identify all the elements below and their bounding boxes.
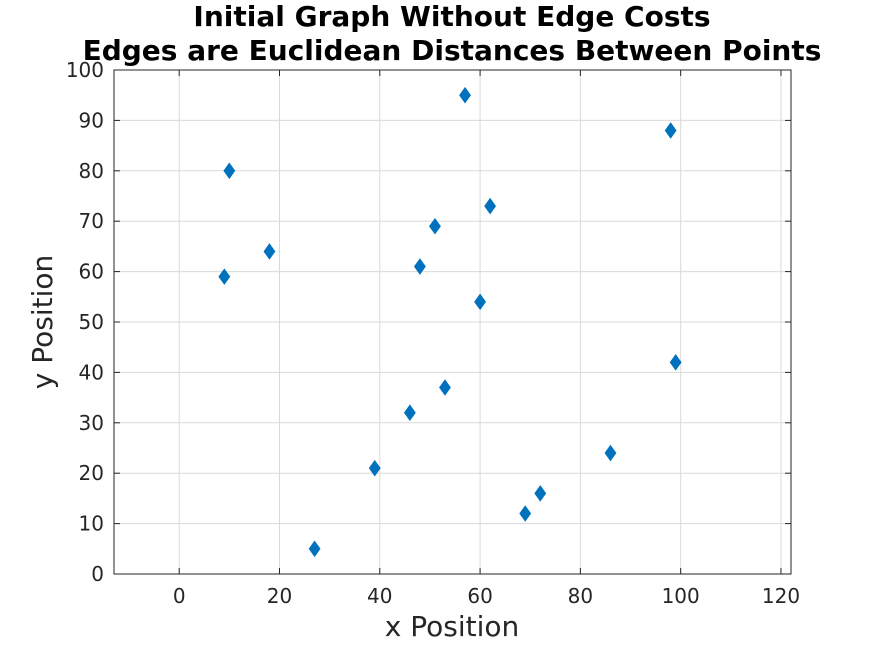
x-tick-label: 120	[762, 584, 800, 608]
x-tick-label: 0	[173, 584, 186, 608]
data-point	[439, 379, 451, 396]
y-tick-label: 70	[79, 209, 104, 233]
x-tick-label: 40	[367, 584, 392, 608]
data-point	[223, 162, 236, 180]
x-tick-label: 20	[267, 584, 292, 608]
data-point	[308, 540, 321, 558]
y-tick-label: 40	[79, 360, 104, 384]
x-tick-label: 100	[662, 584, 700, 608]
data-point	[218, 268, 231, 285]
data-point	[368, 459, 381, 477]
y-tick-label: 30	[79, 411, 104, 435]
y-tick-label: 0	[91, 562, 104, 586]
data-point	[459, 86, 471, 104]
data-point	[403, 404, 416, 422]
data-point	[534, 485, 547, 502]
data-point	[519, 505, 532, 522]
y-tick-label: 100	[66, 58, 104, 82]
data-point	[604, 444, 617, 462]
data-point	[474, 293, 487, 311]
chart-title-line-2: Edges are Euclidean Distances Between Po…	[83, 34, 822, 67]
data-point	[429, 217, 441, 235]
data-point	[664, 122, 677, 139]
y-axis-label: y Position	[26, 255, 59, 390]
y-tick-label: 50	[79, 310, 104, 334]
data-point	[263, 243, 276, 260]
grid	[114, 69, 791, 575]
y-tick-label: 90	[79, 108, 104, 132]
data-point	[413, 258, 426, 275]
data-points	[218, 86, 682, 558]
y-tick-label: 60	[79, 260, 104, 284]
y-tick-label: 10	[79, 512, 104, 536]
data-point	[484, 197, 497, 215]
x-tick-label: 80	[568, 584, 593, 608]
chart-title-line-1: Initial Graph Without Edge Costs	[193, 0, 710, 33]
x-axis-label: x Position	[385, 610, 520, 643]
x-tick-label: 60	[467, 584, 492, 608]
y-tick-label: 20	[79, 461, 104, 485]
ticks: 0 20 40 60 80 100 120 0 10 20 30 40 50 60 70 80 90 100	[66, 58, 800, 608]
y-tick-label: 80	[79, 159, 104, 183]
data-point	[669, 354, 682, 371]
